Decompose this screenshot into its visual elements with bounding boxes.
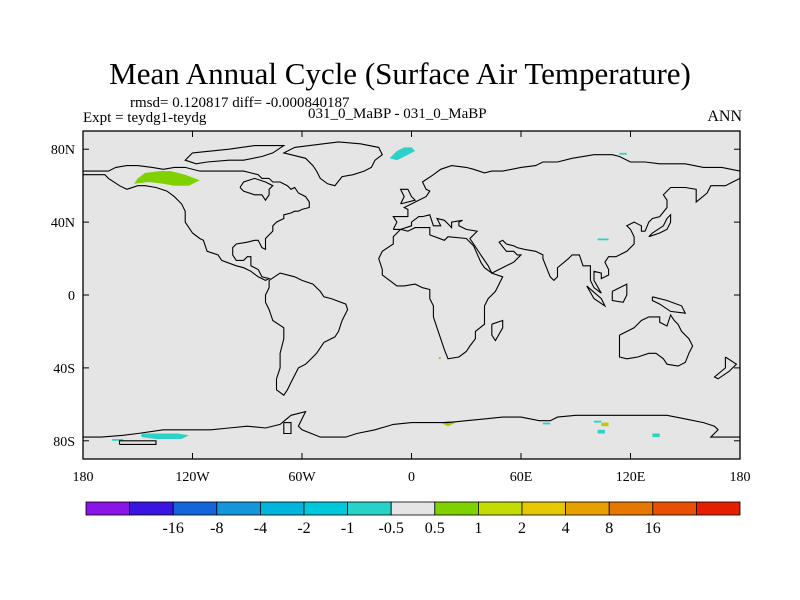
- colorbar-swatch: [434, 501, 479, 516]
- colorbar-label: -0.5: [379, 520, 404, 537]
- antarctica-coast: [83, 410, 740, 438]
- colorbar-label: 1: [474, 520, 482, 537]
- east-antarctica-anomaly-4: [597, 429, 605, 434]
- colorbar-swatch: [521, 501, 566, 516]
- stats-label: rmsd= 0.120817 diff= -0.000840187: [130, 95, 350, 111]
- hudson-bay-coast: [239, 177, 274, 202]
- x-tick-label: 180: [73, 470, 94, 485]
- colorbar-swatch: [696, 501, 741, 516]
- ross-ice-coast: [118, 440, 157, 445]
- x-tick-label: 0: [408, 470, 415, 485]
- coastlines: [83, 141, 741, 445]
- arctic-islands-coast: [184, 145, 286, 165]
- colorbar: -16 -8 -4 -2 -1 -0.5 0.5 1 2 4 8 16: [85, 501, 741, 537]
- britain-coast: [399, 188, 417, 205]
- colorbar-label: -16: [163, 520, 184, 537]
- map-title: Mean Annual Cycle (Surface Air Temperatu…: [109, 56, 691, 91]
- x-tick-label: 60W: [288, 470, 316, 485]
- madagascar-coast: [491, 319, 504, 342]
- colorbar-swatch: [216, 501, 261, 516]
- y-tick-label: 80N: [51, 143, 75, 158]
- colorbar-swatch: [259, 501, 305, 516]
- colorbar-swatch: [608, 501, 654, 516]
- eurasia-south-coast: [393, 177, 741, 294]
- alaska-anomaly: [134, 171, 200, 186]
- colorbar-swatch: [172, 501, 218, 516]
- africa-coast: [378, 227, 504, 360]
- colorbar-label: 16: [645, 520, 661, 537]
- subtitle-label: 031_0_MaBP - 031_0_MaBP: [308, 106, 487, 122]
- japan-coast: [648, 213, 672, 238]
- map-background: [83, 131, 740, 459]
- east-antarctica-anomaly-5: [652, 433, 660, 438]
- eurasia-coast: [392, 154, 741, 230]
- colorbar-label: -8: [210, 520, 223, 537]
- antarctic-peninsula-coast: [283, 422, 292, 435]
- sumatra-coast: [586, 285, 607, 308]
- x-tick-label: 60E: [510, 470, 533, 485]
- new-zealand-coast: [713, 356, 738, 380]
- greenland-anomaly: [389, 147, 416, 161]
- colorbar-swatch: [347, 501, 392, 516]
- siberia-anomaly: [619, 152, 627, 155]
- colorbar-swatch: [390, 501, 436, 516]
- colorbar-label: -2: [297, 520, 310, 537]
- new-guinea-coast: [651, 296, 687, 314]
- south-america-coast: [264, 272, 349, 396]
- australia-coast: [618, 313, 694, 367]
- colorbar-swatch: [129, 501, 174, 516]
- greenland-coast: [282, 141, 383, 187]
- colorbar-label: 2: [518, 520, 526, 537]
- y-tick-label: 40N: [51, 216, 75, 231]
- colorbar-swatch: [477, 501, 523, 516]
- x-tick-label: 180: [730, 470, 751, 485]
- colorbar-label: 0.5: [425, 520, 445, 537]
- y-tick-label: 80S: [53, 435, 75, 450]
- colorbar-label: 4: [562, 520, 570, 537]
- colorbar-swatch: [652, 501, 697, 516]
- east-antarctica-anomaly-2: [594, 420, 602, 423]
- japan-anomaly: [597, 238, 609, 241]
- y-tick-label: 40S: [53, 362, 75, 377]
- colorbar-label: -4: [254, 520, 267, 537]
- x-tick-label: 120W: [175, 470, 210, 485]
- x-tick-label: 120E: [616, 470, 646, 485]
- colorbar-swatch: [565, 501, 610, 516]
- colorbar-swatch: [85, 501, 130, 516]
- colorbar-label: 8: [605, 520, 613, 537]
- ross-anomaly: [141, 433, 189, 439]
- season-label: ANN: [707, 108, 742, 125]
- north-america-coast: [83, 165, 310, 282]
- colorbar-swatch: [303, 501, 348, 516]
- experiment-label: Expt = teydg1-teydg: [83, 110, 207, 126]
- east-antarctica-anomaly-1: [542, 422, 551, 425]
- colorbar-label: -1: [341, 520, 354, 537]
- ocean-dot-anomaly: [438, 357, 441, 359]
- east-antarctica-anomaly-3: [601, 422, 609, 427]
- y-tick-label: 0: [68, 289, 75, 304]
- borneo-coast: [611, 283, 628, 303]
